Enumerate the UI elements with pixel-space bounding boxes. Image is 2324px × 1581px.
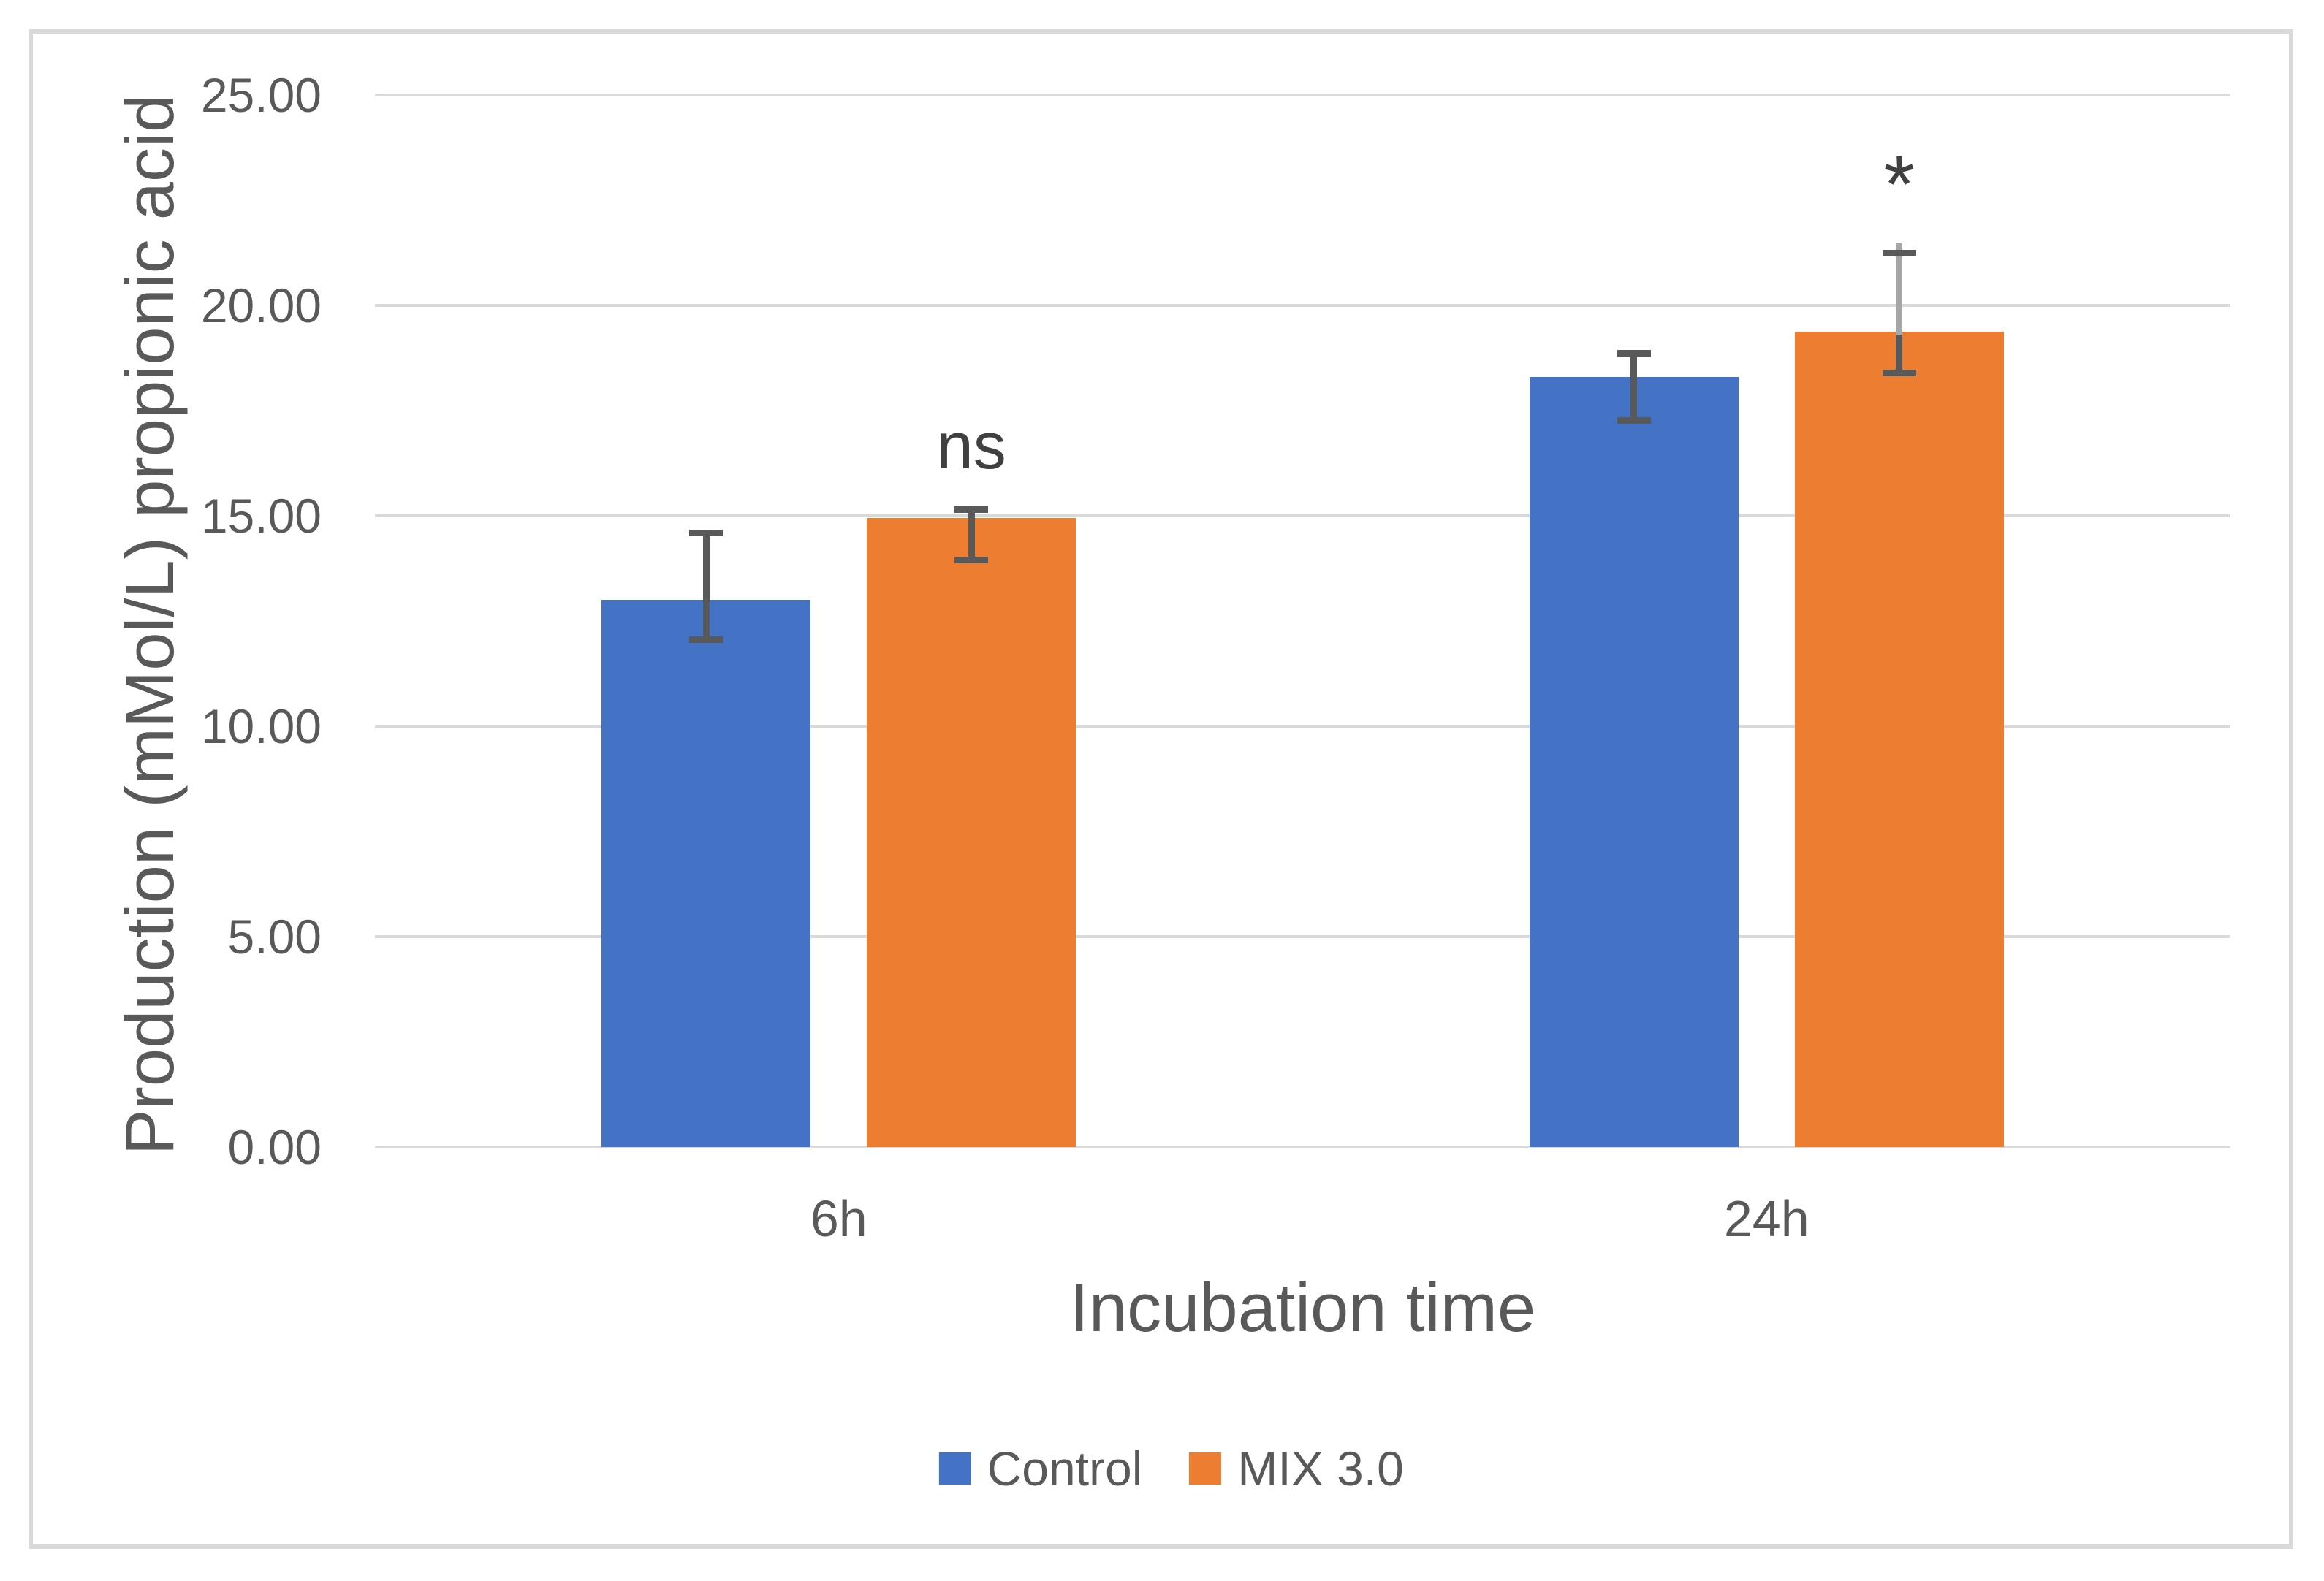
y-axis-tick-label: 0.00	[227, 1120, 322, 1174]
legend: Control MIX 3.0	[938, 1441, 1404, 1496]
error-bar-cap	[689, 636, 724, 644]
legend-label: MIX 3.0	[1237, 1441, 1404, 1496]
error-bar-cap	[1882, 249, 1916, 256]
y-axis-tick-label: 10.00	[200, 699, 322, 753]
error-bar-overlay-line	[1896, 242, 1903, 335]
error-bar-cap	[954, 506, 989, 513]
significance-annotation: *	[1883, 140, 1915, 229]
gridline	[375, 94, 2230, 96]
gridline	[375, 935, 2230, 938]
bar-mix-3-0-6h	[867, 518, 1076, 1147]
significance-annotation: ns	[936, 410, 1006, 484]
x-category-label: 24h	[1723, 1190, 1810, 1247]
error-bar-cap	[1617, 417, 1651, 424]
bar-control-24h	[1529, 376, 1739, 1147]
y-axis-tick-label: 5.00	[227, 910, 322, 964]
y-axis-tick-label: 15.00	[200, 489, 322, 543]
legend-item-control: Control	[938, 1441, 1143, 1496]
error-bar-line	[968, 509, 975, 560]
gridline	[375, 304, 2230, 307]
gridline	[375, 725, 2230, 728]
legend-swatch-icon	[938, 1452, 971, 1485]
bar-mix-3-0-24h	[1794, 332, 2004, 1147]
y-axis-tick-label: 25.00	[200, 68, 322, 122]
y-axis-title: Production (mMol/L) propionic acid	[111, 94, 188, 1156]
error-bar-line	[702, 533, 710, 640]
error-bar-cap	[689, 529, 724, 536]
gridline	[375, 514, 2230, 517]
y-axis-tick-label: 20.00	[200, 278, 322, 332]
legend-swatch-icon	[1189, 1452, 1222, 1485]
error-bar-cap	[1882, 369, 1916, 376]
bar-control-6h	[601, 600, 811, 1147]
legend-label: Control	[987, 1441, 1143, 1496]
error-bar-cap	[954, 556, 989, 563]
legend-item-mix-3-0: MIX 3.0	[1189, 1441, 1404, 1496]
error-bar-line	[1630, 353, 1638, 421]
chart-border-frame	[29, 29, 2293, 1549]
x-axis-title: Incubation time	[1069, 1269, 1536, 1346]
error-bar-cap	[1617, 349, 1651, 357]
gridline	[375, 1146, 2230, 1148]
x-category-label: 6h	[810, 1190, 867, 1247]
